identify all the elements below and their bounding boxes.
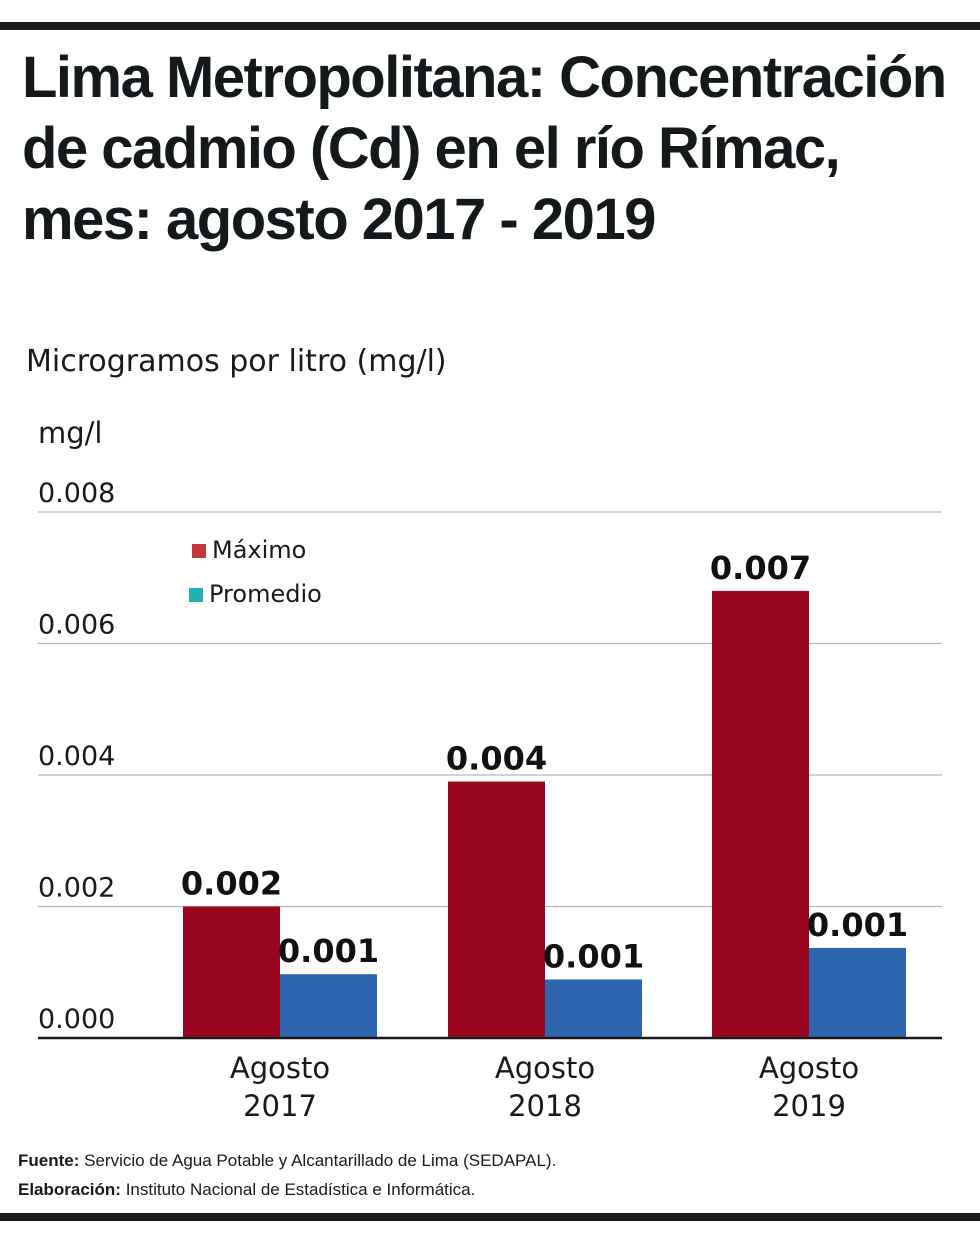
source-line: Fuente: Servicio de Agua Potable y Alcan… bbox=[18, 1146, 556, 1175]
legend-label: Promedio bbox=[209, 580, 322, 608]
legend-swatch-maximo bbox=[192, 544, 206, 558]
legend: Máximo Promedio bbox=[189, 536, 322, 608]
x-category-label: Agosto bbox=[495, 1051, 595, 1085]
data-label: 0.004 bbox=[446, 740, 547, 778]
y-tick-label: 0.002 bbox=[38, 873, 115, 904]
bar-maximo bbox=[183, 906, 280, 1038]
data-label: 0.001 bbox=[278, 932, 379, 970]
chart-title: Lima Metropolitana: Concentración de cad… bbox=[22, 45, 947, 252]
x-category-label: Agosto bbox=[759, 1051, 859, 1085]
data-label: 0.001 bbox=[807, 906, 908, 944]
bottom-rule bbox=[0, 1213, 980, 1221]
bar-promedio bbox=[545, 979, 642, 1038]
legend-label: Máximo bbox=[212, 536, 306, 564]
data-label: 0.001 bbox=[543, 937, 644, 975]
data-labels: 0.002 0.001 0.004 0.001 0.007 0.001 bbox=[181, 549, 908, 976]
legend-swatch-promedio bbox=[189, 588, 203, 602]
bar-promedio bbox=[280, 974, 377, 1038]
bar-maximo bbox=[448, 781, 545, 1038]
top-rule bbox=[0, 22, 980, 30]
x-category-label: 2018 bbox=[508, 1089, 582, 1123]
y-axis-unit: mg/l bbox=[38, 416, 103, 450]
credit-line: Elaboración: Instituto Nacional de Estad… bbox=[18, 1175, 556, 1204]
source-text: Servicio de Agua Potable y Alcantarillad… bbox=[84, 1151, 557, 1170]
x-category-label: Agosto bbox=[230, 1051, 330, 1085]
data-label: 0.007 bbox=[710, 549, 811, 587]
y-tick-label: 0.008 bbox=[38, 478, 115, 509]
bar-maximo bbox=[712, 590, 809, 1038]
credit-text: Instituto Nacional de Estadística e Info… bbox=[125, 1180, 476, 1199]
bar-promedio bbox=[809, 947, 906, 1038]
x-category-label: 2017 bbox=[243, 1089, 317, 1123]
bars bbox=[183, 590, 906, 1038]
data-label: 0.002 bbox=[181, 865, 282, 903]
source-label: Fuente: bbox=[18, 1151, 80, 1170]
x-category-label: 2019 bbox=[772, 1089, 846, 1123]
footer: Fuente: Servicio de Agua Potable y Alcan… bbox=[18, 1146, 556, 1204]
y-tick-label: 0.006 bbox=[38, 610, 115, 641]
y-tick-label: 0.000 bbox=[38, 1004, 115, 1035]
y-tick-label: 0.004 bbox=[38, 741, 115, 772]
chart-subtitle: Microgramos por litro (mg/l) bbox=[26, 344, 447, 379]
y-axis-ticks: 0.000 0.002 0.004 0.006 0.008 bbox=[38, 478, 115, 1035]
credit-label: Elaboración: bbox=[18, 1180, 121, 1199]
x-axis-labels: Agosto 2017 Agosto 2018 Agosto 2019 bbox=[230, 1051, 859, 1123]
